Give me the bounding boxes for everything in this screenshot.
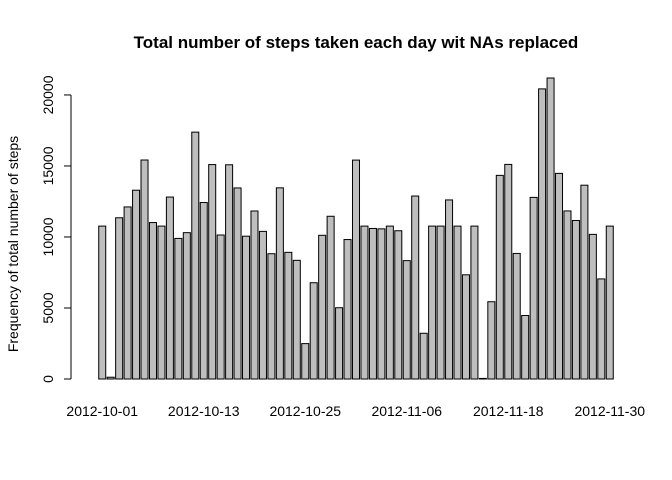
bar-2012-11-07 (411, 195, 420, 380)
bar-2012-10-10 (174, 237, 183, 380)
bar-2012-10-20 (258, 230, 267, 380)
y-tick-label-5000: 5000 (40, 292, 56, 323)
bar-2012-10-08 (157, 225, 166, 380)
chart-title: Total number of steps taken each day wit… (134, 33, 579, 52)
bar-2012-11-16 (487, 301, 496, 380)
bar-2012-11-20 (521, 314, 530, 380)
bar-2012-10-12 (191, 131, 200, 380)
x-tick-label-2012-11-06: 2012-11-06 (371, 403, 442, 419)
bar-2012-11-05 (394, 230, 403, 380)
bar-2012-11-13 (461, 274, 470, 380)
bar-2012-10-25 (301, 343, 310, 380)
x-axis: 2012-10-01 2012-10-13 2012-10-25 2012-11-06… (66, 403, 645, 419)
bar-2012-11-09 (428, 225, 437, 380)
bar-2012-11-01 (360, 225, 369, 380)
bar-2012-10-17 (233, 187, 242, 380)
bar-2012-11-29 (597, 278, 606, 380)
y-axis: 0 5000 10000 15000 20000 (40, 75, 72, 383)
bar-2012-10-26 (309, 282, 318, 380)
bar-2012-11-21 (529, 196, 538, 380)
y-tick-label-15000: 15000 (40, 146, 56, 185)
x-tick-label-2012-10-25: 2012-10-25 (269, 403, 341, 419)
bar-2012-11-03 (377, 228, 386, 380)
x-tick-label-2012-10-13: 2012-10-13 (168, 403, 240, 419)
bar-2012-10-30 (343, 239, 352, 380)
bar-2012-10-29 (335, 307, 344, 380)
bar-2012-11-11 (445, 199, 454, 380)
bar-2012-10-06 (140, 159, 149, 380)
bar-2012-10-03 (115, 217, 124, 380)
bar-2012-10-23 (284, 251, 293, 380)
bar-series (98, 77, 614, 380)
y-tick-label-20000: 20000 (40, 75, 56, 114)
bar-2012-10-21 (267, 253, 276, 380)
bar-2012-11-08 (419, 332, 428, 380)
y-tick-label-0: 0 (40, 375, 56, 383)
bar-2012-11-19 (512, 252, 521, 380)
bar-2012-11-18 (504, 163, 513, 380)
bar-2012-10-27 (318, 234, 327, 380)
y-axis-label: Frequency of total number of steps (5, 136, 21, 352)
bar-2012-11-14 (470, 225, 479, 380)
bar-2012-10-04 (123, 206, 132, 380)
bar-2012-10-19 (250, 210, 259, 380)
bar-2012-10-31 (351, 159, 361, 380)
bar-2012-10-15 (216, 234, 225, 380)
bar-2012-11-22 (538, 88, 547, 380)
bar-2012-10-16 (225, 164, 234, 380)
bar-2012-11-24 (555, 172, 564, 380)
bar-2012-11-10 (436, 225, 445, 380)
bar-2012-11-30 (605, 225, 614, 380)
bar-2012-11-12 (453, 225, 462, 380)
bar-2012-10-28 (326, 215, 335, 380)
x-tick-label-2012-10-01: 2012-10-01 (66, 403, 138, 419)
bar-2012-10-07 (148, 222, 157, 380)
bar-2012-11-28 (588, 233, 597, 380)
bar-2012-10-13 (199, 202, 208, 380)
bar-2012-11-26 (571, 219, 580, 380)
bar-2012-10-18 (242, 235, 251, 380)
bar-2012-11-23 (546, 77, 555, 380)
bar-2012-11-27 (580, 184, 589, 380)
bar-2012-10-22 (275, 187, 284, 380)
bar-2012-10-02 (106, 376, 115, 380)
bar-2012-11-17 (495, 174, 504, 380)
bar-2012-10-01 (98, 225, 107, 380)
bar-2012-10-24 (292, 259, 301, 380)
bar-2012-11-06 (402, 260, 411, 380)
bar-2012-11-04 (385, 225, 394, 380)
bar-2012-10-14 (208, 164, 217, 380)
bar-2012-10-11 (182, 232, 191, 380)
bar-2012-11-25 (563, 210, 572, 380)
y-tick-label-10000: 10000 (40, 217, 56, 256)
x-tick-label-2012-11-18: 2012-11-18 (473, 403, 544, 419)
x-tick-label-2012-11-30: 2012-11-30 (574, 403, 645, 419)
bar-2012-10-05 (132, 189, 141, 380)
bar-2012-11-15 (478, 377, 487, 380)
bar-2012-10-09 (165, 196, 174, 380)
bar-2012-11-02 (368, 227, 377, 380)
